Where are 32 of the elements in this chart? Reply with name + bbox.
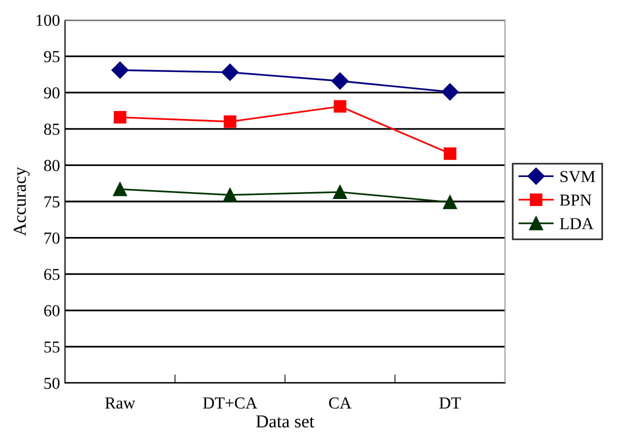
y-tick-label: 65 — [44, 268, 60, 280]
point — [331, 72, 349, 90]
x-tick-label: Raw — [105, 398, 136, 409]
y-tick-label: 80 — [44, 160, 60, 172]
x-tick-label: DT+CA — [203, 397, 258, 409]
y-tick-label: 75 — [44, 196, 60, 208]
point — [334, 100, 346, 113]
y-tick-label: 55 — [44, 342, 60, 353]
point — [224, 115, 236, 128]
y-tick-label: 50 — [44, 378, 60, 389]
y-axis-title: Accuracy — [14, 166, 30, 236]
y-tick-label: 95 — [44, 51, 60, 62]
point — [111, 62, 129, 79]
legend-label: LDA — [560, 218, 594, 230]
y-tick-label: 70 — [44, 232, 60, 244]
point — [443, 195, 457, 210]
y-tick-label: 90 — [44, 87, 60, 99]
point — [223, 188, 237, 202]
y-tick-label: 100 — [36, 14, 60, 26]
point — [333, 185, 347, 200]
x-axis-title: Data set — [256, 415, 314, 428]
point — [444, 147, 456, 160]
y-tick-label: 85 — [44, 124, 60, 135]
point — [114, 111, 126, 124]
legend-label: SVM — [560, 170, 596, 182]
x-tick-label: DT — [439, 398, 461, 408]
legend-label: BPN — [560, 194, 592, 206]
point — [441, 83, 459, 100]
point — [113, 182, 127, 196]
y-tick-label: 60 — [44, 305, 60, 316]
point — [221, 64, 239, 81]
x-tick-label: CA — [329, 397, 352, 409]
